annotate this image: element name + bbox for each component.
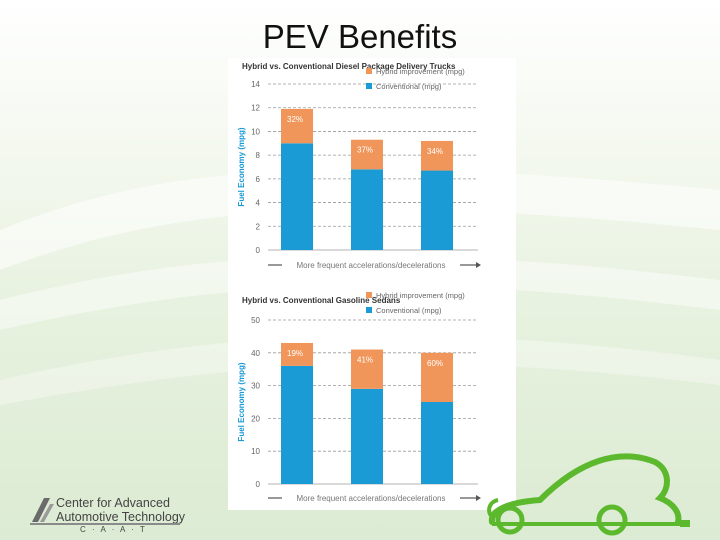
bar-hybrid-improvement [421,352,453,402]
logo-line1: Center for Advanced [56,496,170,510]
bar-conventional [281,365,313,484]
y-tick-label: 20 [251,414,260,423]
improvement-label: 41% [357,356,373,365]
legend-entry: Conventional (mpg) [376,82,442,91]
legend-entry: Hybrid improvement (mpg) [376,67,465,76]
legend-entry: Hybrid improvement (mpg) [376,291,465,300]
bar-hybrid-improvement [281,342,313,366]
y-tick-label: 4 [256,199,261,208]
y-tick-label: 10 [251,447,260,456]
bar-conventional [421,170,453,250]
bar-conventional [281,143,313,250]
car-outline-icon [487,453,690,536]
bar-hybrid-improvement [351,349,383,389]
y-tick-label: 12 [251,104,260,113]
legend-entry: Conventional (mpg) [376,306,442,315]
legend-swatch [366,307,372,313]
chart-title: Hybrid vs. Conventional Gasoline Sedans [242,296,401,305]
bar-conventional [351,169,383,250]
chart-panel: Hybrid vs. Conventional Diesel Package D… [228,58,516,510]
x-note-arrow-icon [476,495,481,501]
y-tick-label: 8 [256,151,261,160]
y-axis-label: Fuel Economy (mpg) [237,362,246,441]
logo-subtitle: C · A · A · T [80,525,147,534]
improvement-label: 37% [357,146,373,155]
chart-bottom: Hybrid vs. Conventional Gasoline Sedans 0… [237,291,481,503]
slide-title: PEV Benefits [262,18,458,55]
x-axis-note: More frequent accelerations/deceleration… [297,261,446,270]
bar-conventional [351,388,383,484]
y-tick-label: 40 [251,349,260,358]
y-tick-label: 6 [256,175,261,184]
y-tick-label: 30 [251,382,260,391]
y-tick-label: 50 [251,316,260,325]
legend-swatch [366,292,372,298]
improvement-label: 60% [427,359,443,368]
y-tick-label: 10 [251,127,260,136]
improvement-label: 19% [287,349,303,358]
x-note-arrow-icon [476,262,481,268]
chart-top: Hybrid vs. Conventional Diesel Package D… [237,62,481,270]
caat-logo: Center for Advanced Automotive Technolog… [30,492,190,538]
improvement-label: 34% [427,147,443,156]
y-tick-label: 2 [256,222,261,231]
bar-conventional [421,402,453,484]
legend-swatch [366,83,372,89]
bar-hybrid-improvement [421,140,453,171]
y-tick-label: 14 [251,80,260,89]
legend-swatch [366,68,372,74]
chart-title: Hybrid vs. Conventional Diesel Package D… [242,62,456,71]
improvement-label: 32% [287,115,303,124]
logo-line2: Automotive Technology [56,510,186,524]
y-tick-label: 0 [256,480,261,489]
logo-arrow-icon [32,498,54,522]
y-tick-label: 0 [256,246,261,255]
x-axis-note: More frequent accelerations/deceleration… [297,494,446,503]
bar-hybrid-improvement [281,108,313,144]
logo-rule [30,523,180,525]
y-axis-label: Fuel Economy (mpg) [237,127,246,206]
bar-hybrid-improvement [351,139,383,170]
